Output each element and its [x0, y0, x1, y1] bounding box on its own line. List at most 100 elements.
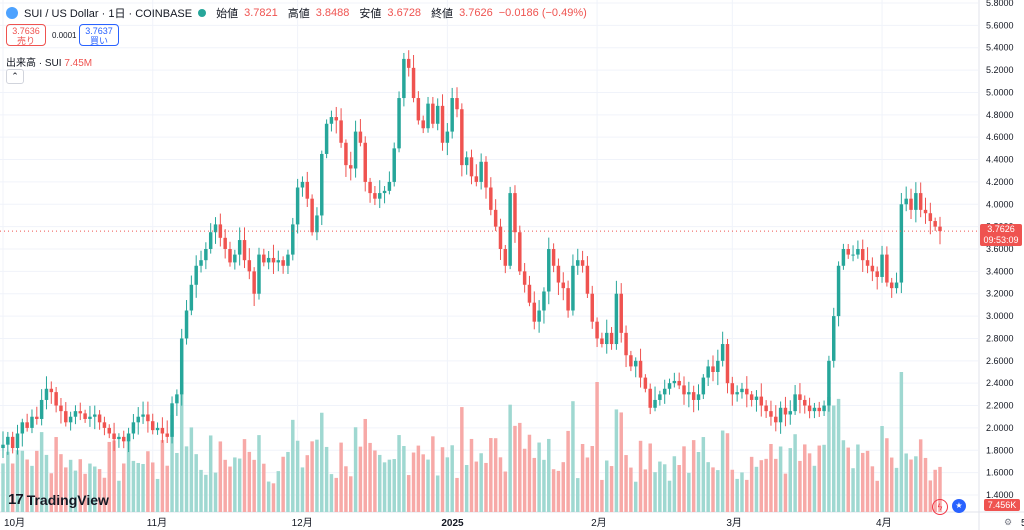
volume-bar [537, 442, 541, 512]
volume-bar [885, 438, 889, 512]
candle-body [411, 67, 416, 99]
volume-bar [769, 443, 773, 512]
candle-body [489, 187, 493, 210]
volume-bar [585, 457, 590, 512]
candle-body [73, 411, 78, 417]
candle-body [146, 414, 150, 422]
candle-body [518, 232, 522, 272]
candle-body [904, 198, 908, 205]
candle-body [687, 392, 691, 395]
last-volume-label: 7.456K [984, 499, 1020, 511]
us-flag-icon[interactable]: ★ [952, 499, 966, 513]
volume-bar [894, 467, 899, 512]
volume-bar [68, 459, 73, 512]
candle-body [933, 221, 937, 227]
candle-body [237, 240, 242, 255]
volume-bar [15, 450, 20, 512]
candle-body [102, 422, 107, 428]
volume-bar [479, 453, 483, 512]
candle-body [291, 224, 295, 255]
candle-body [875, 271, 879, 277]
x-tick-label: 3月 [726, 517, 742, 529]
volume-bar [875, 480, 879, 512]
y-tick-label: 4.0000 [986, 199, 1014, 209]
candle-body [464, 157, 469, 166]
volume-bar [469, 438, 474, 512]
volume-bar [208, 435, 213, 512]
candle-body [310, 198, 314, 233]
volume-bar [687, 472, 691, 512]
candle-body [725, 344, 730, 384]
candle-body [368, 181, 372, 194]
candle-body [720, 344, 725, 361]
collapse-legend-button[interactable]: ⌃ [6, 69, 24, 84]
candle-body [276, 260, 281, 263]
x-tick-label: 5月 [1021, 517, 1024, 529]
candle-body [885, 254, 889, 283]
candle-body [460, 109, 464, 166]
volume-bar [213, 472, 218, 512]
x-tick-label: 4月 [876, 517, 892, 529]
candle-body [204, 249, 208, 261]
volume-bar [889, 457, 894, 512]
low-value: 3.6728 [387, 7, 422, 19]
candle-body [846, 249, 850, 255]
volume-bar [377, 454, 382, 512]
candle-body [382, 190, 387, 194]
volume-bar [406, 475, 411, 512]
candle-body [349, 165, 353, 169]
volume-bar [817, 445, 821, 512]
candle-body [667, 383, 672, 389]
flash-icon[interactable]: ϟ [932, 499, 948, 515]
symbol-title[interactable]: SUI / US Dollar · 1日 · COINBASE [24, 8, 193, 20]
candle-body [334, 117, 339, 121]
candle-body [677, 380, 681, 386]
volume-bar [580, 444, 585, 512]
candle-body [175, 394, 179, 404]
volume-bar [720, 430, 725, 512]
volume-bar [421, 454, 425, 512]
volume-bar [353, 427, 358, 512]
candle-body [315, 215, 319, 233]
volume-bar [295, 440, 300, 512]
candle-body [532, 302, 537, 322]
candle-body [363, 142, 367, 182]
candle-body [624, 332, 628, 356]
candle-body [672, 380, 677, 384]
volume-bar [474, 461, 479, 512]
sell-button[interactable]: 3.7636 売り [6, 24, 46, 46]
change-value: −0.0186 (−0.49%) [498, 7, 587, 19]
settings-icon[interactable]: ⚙ [1004, 517, 1013, 527]
candle-body [807, 405, 812, 412]
candle-body [508, 193, 512, 266]
candle-body [537, 310, 541, 322]
volume-legend[interactable]: 出来高 · SUI 7.45M [6, 54, 92, 69]
buy-label: 買い [89, 36, 108, 46]
volume-bar [904, 453, 908, 512]
candle-body [339, 120, 343, 143]
volume-bar [455, 477, 459, 512]
y-tick-label: 5.0000 [986, 87, 1014, 97]
y-tick-label: 2.2000 [986, 401, 1014, 411]
market-status-icon[interactable] [198, 9, 207, 17]
volume-bar [918, 439, 923, 512]
tradingview-logo[interactable]: 17 TradingView [8, 491, 109, 508]
volume-bar [711, 467, 715, 512]
volume-bar [247, 451, 252, 512]
volume-bar [189, 427, 194, 512]
candle-body [160, 427, 165, 434]
volume-bar [619, 412, 623, 512]
volume-bar [88, 463, 92, 512]
candle-body [691, 392, 696, 400]
candle-body [841, 249, 846, 266]
volume-bar [64, 467, 68, 512]
candle-body [426, 103, 430, 129]
candle-body [522, 271, 527, 285]
y-tick-label: 1.4000 [986, 490, 1014, 500]
buy-button[interactable]: 3.7637 買い [79, 24, 119, 46]
volume-bar [638, 440, 643, 512]
candle-body [83, 413, 87, 419]
volume-bar [155, 478, 160, 512]
volume-bar [160, 440, 165, 512]
